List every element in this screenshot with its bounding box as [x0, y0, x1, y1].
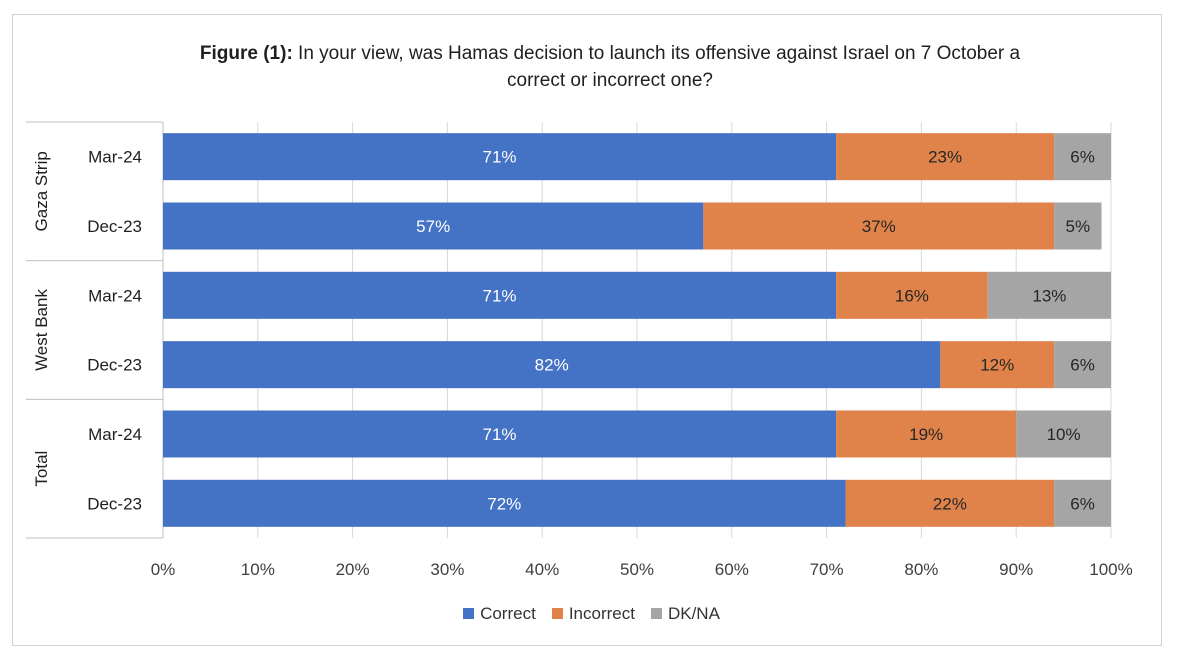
data-label: 71% — [483, 425, 517, 444]
data-label: 10% — [1047, 425, 1081, 444]
bar-chart: 0% 10% 20% 30% 40% 50% 60% 70% 80% 90% 100% Gaza St… — [26, 121, 1133, 579]
chart-legend: Correct Incorrect DK/NA — [0, 604, 1183, 624]
data-label: 71% — [483, 286, 517, 305]
bar-segment-incorrect — [836, 410, 1017, 458]
legend-item: Incorrect — [551, 604, 635, 624]
data-label: 19% — [909, 425, 943, 444]
x-tick-label: 10% — [241, 560, 275, 579]
x-tick-label: 0% — [151, 560, 176, 579]
x-tick-label: 100% — [1089, 560, 1132, 579]
row-label: Dec-23 — [87, 494, 142, 513]
bar-segment-incorrect — [703, 202, 1055, 250]
x-tick-label: 80% — [904, 560, 938, 579]
x-tick-label: 30% — [430, 560, 464, 579]
bar-segment-correct — [163, 202, 704, 250]
legend-swatch — [650, 608, 662, 620]
data-label: 6% — [1070, 356, 1095, 375]
legend-swatch — [551, 608, 563, 620]
bar-segment-dk-na — [1054, 202, 1102, 250]
bar-segment-incorrect — [836, 133, 1055, 181]
group-label: West Bank — [32, 289, 51, 371]
legend-label: Correct — [480, 604, 536, 623]
bar-segment-incorrect — [940, 341, 1055, 389]
chart-title-prefix: Figure (1): — [199, 43, 293, 64]
data-label: 72% — [487, 494, 521, 513]
row-label: Mar-24 — [88, 286, 142, 305]
x-tick-label: 60% — [715, 560, 749, 579]
data-label: 6% — [1070, 148, 1095, 167]
data-label: 5% — [1066, 217, 1091, 236]
x-tick-label: 50% — [620, 560, 654, 579]
chart-frame — [12, 14, 1162, 646]
bar-segment-incorrect — [845, 479, 1055, 527]
bar-segment-correct — [163, 271, 837, 319]
bar-segment-correct — [163, 410, 837, 458]
data-label: 12% — [980, 356, 1014, 375]
data-label: 22% — [933, 494, 967, 513]
data-label: 6% — [1070, 494, 1095, 513]
x-tick-label: 40% — [525, 560, 559, 579]
legend-label: Incorrect — [568, 604, 635, 623]
row-label: Mar-24 — [88, 148, 142, 167]
row-label: Dec-23 — [87, 217, 142, 236]
data-label: 23% — [928, 148, 962, 167]
data-label: 82% — [535, 356, 569, 375]
bar-segment-dk-na — [1054, 341, 1111, 389]
bar-segment-correct — [163, 341, 941, 389]
legend-label: DK/NA — [667, 604, 720, 623]
bar-segment-dk-na — [1054, 479, 1111, 527]
bar-segment-dk-na — [1016, 410, 1111, 458]
bar-segment-incorrect — [836, 271, 988, 319]
chart-title: Figure (1): In your view, was Hamas deci… — [170, 40, 1050, 94]
row-label: Mar-24 — [88, 425, 142, 444]
x-tick-label: 20% — [336, 560, 370, 579]
row-label: Dec-23 — [87, 356, 142, 375]
chart-title-text: In your view, was Hamas decision to laun… — [292, 43, 1021, 91]
group-label: Total — [32, 451, 51, 487]
legend-swatch — [463, 608, 475, 620]
bar-segment-correct — [163, 133, 837, 181]
x-tick-label: 90% — [999, 560, 1033, 579]
group-label: Gaza Strip — [32, 151, 51, 231]
data-label: 16% — [895, 286, 929, 305]
data-label: 71% — [483, 148, 517, 167]
data-label: 13% — [1032, 286, 1066, 305]
legend-item: Correct — [463, 604, 536, 624]
bar-segment-dk-na — [1054, 133, 1111, 181]
bar-segment-correct — [163, 479, 846, 527]
legend-item: DK/NA — [650, 604, 720, 624]
data-label: 57% — [416, 217, 450, 236]
data-label: 37% — [862, 217, 896, 236]
bar-segment-dk-na — [987, 271, 1111, 319]
x-tick-label: 70% — [810, 560, 844, 579]
